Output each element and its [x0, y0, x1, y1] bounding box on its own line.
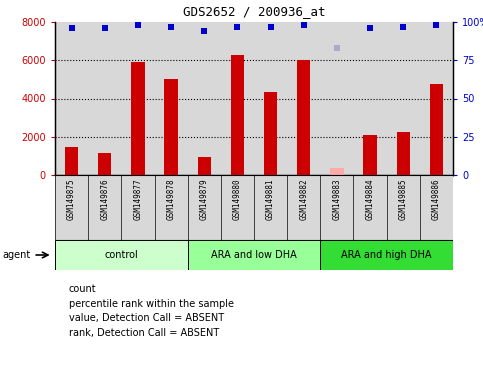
Text: GDS2652 / 200936_at: GDS2652 / 200936_at: [183, 5, 325, 18]
Text: GSM149875: GSM149875: [67, 178, 76, 220]
Text: GSM149885: GSM149885: [399, 178, 408, 220]
Text: GSM149881: GSM149881: [266, 178, 275, 220]
Bar: [55, 240, 188, 270]
Text: GSM149882: GSM149882: [299, 178, 308, 220]
Bar: [188, 240, 320, 270]
Bar: [330, 168, 343, 175]
Bar: [98, 153, 112, 175]
Bar: [198, 157, 211, 175]
Text: GSM149883: GSM149883: [332, 178, 341, 220]
Text: agent: agent: [2, 250, 30, 260]
Text: GSM149879: GSM149879: [200, 178, 209, 220]
Bar: [164, 79, 178, 175]
Text: rank, Detection Call = ABSENT: rank, Detection Call = ABSENT: [69, 328, 219, 338]
Bar: [231, 55, 244, 175]
Bar: [65, 147, 78, 175]
Text: GSM149880: GSM149880: [233, 178, 242, 220]
Text: GSM149877: GSM149877: [133, 178, 142, 220]
Bar: [430, 84, 443, 175]
Bar: [363, 135, 377, 175]
Text: ARA and high DHA: ARA and high DHA: [341, 250, 432, 260]
Bar: [264, 92, 277, 175]
Bar: [131, 62, 144, 175]
Bar: [397, 132, 410, 175]
Text: count: count: [69, 284, 96, 294]
Text: value, Detection Call = ABSENT: value, Detection Call = ABSENT: [69, 313, 224, 323]
Text: GSM149876: GSM149876: [100, 178, 109, 220]
Text: control: control: [104, 250, 138, 260]
Text: ARA and low DHA: ARA and low DHA: [211, 250, 297, 260]
Bar: [320, 240, 453, 270]
Text: GSM149878: GSM149878: [167, 178, 176, 220]
Text: GSM149886: GSM149886: [432, 178, 441, 220]
Bar: [297, 60, 311, 175]
Text: GSM149884: GSM149884: [366, 178, 375, 220]
Text: percentile rank within the sample: percentile rank within the sample: [69, 299, 233, 309]
